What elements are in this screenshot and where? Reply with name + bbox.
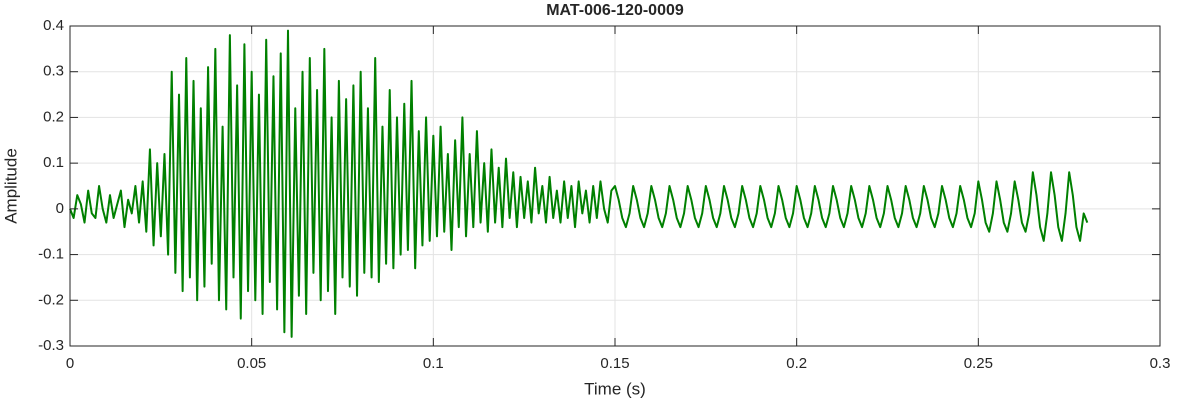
x-tick-label: 0.25 <box>964 355 993 372</box>
x-tick-label: 0.15 <box>600 355 629 372</box>
y-tick-label: 0.2 <box>43 108 64 125</box>
x-axis-label: Time (s) <box>584 379 646 398</box>
y-tick-label: -0.3 <box>38 337 64 354</box>
x-tick-label: 0.05 <box>237 355 266 372</box>
y-tick-label: 0.3 <box>43 63 64 80</box>
x-tick-label: 0.1 <box>423 355 444 372</box>
y-axis-label: Amplitude <box>1 148 20 224</box>
x-tick-label: 0.2 <box>786 355 807 372</box>
y-tick-label: 0.1 <box>43 154 64 171</box>
x-tick-label: 0 <box>66 355 74 372</box>
y-tick-label: 0 <box>56 200 64 217</box>
signal-line <box>69 29 1089 338</box>
chart-title: MAT-006-120-0009 <box>546 2 684 19</box>
ticks: -0.3 -0.2 -0.1 0 0.1 0.2 0.3 0.4 0 0.05 0.1 0.15 0.2… <box>38 17 1170 372</box>
y-tick-label: 0.4 <box>43 17 64 34</box>
x-tick-label: 0.3 <box>1150 355 1171 372</box>
y-tick-label: -0.1 <box>38 246 64 263</box>
plot <box>69 29 1089 338</box>
y-tick-label: -0.2 <box>38 291 64 308</box>
